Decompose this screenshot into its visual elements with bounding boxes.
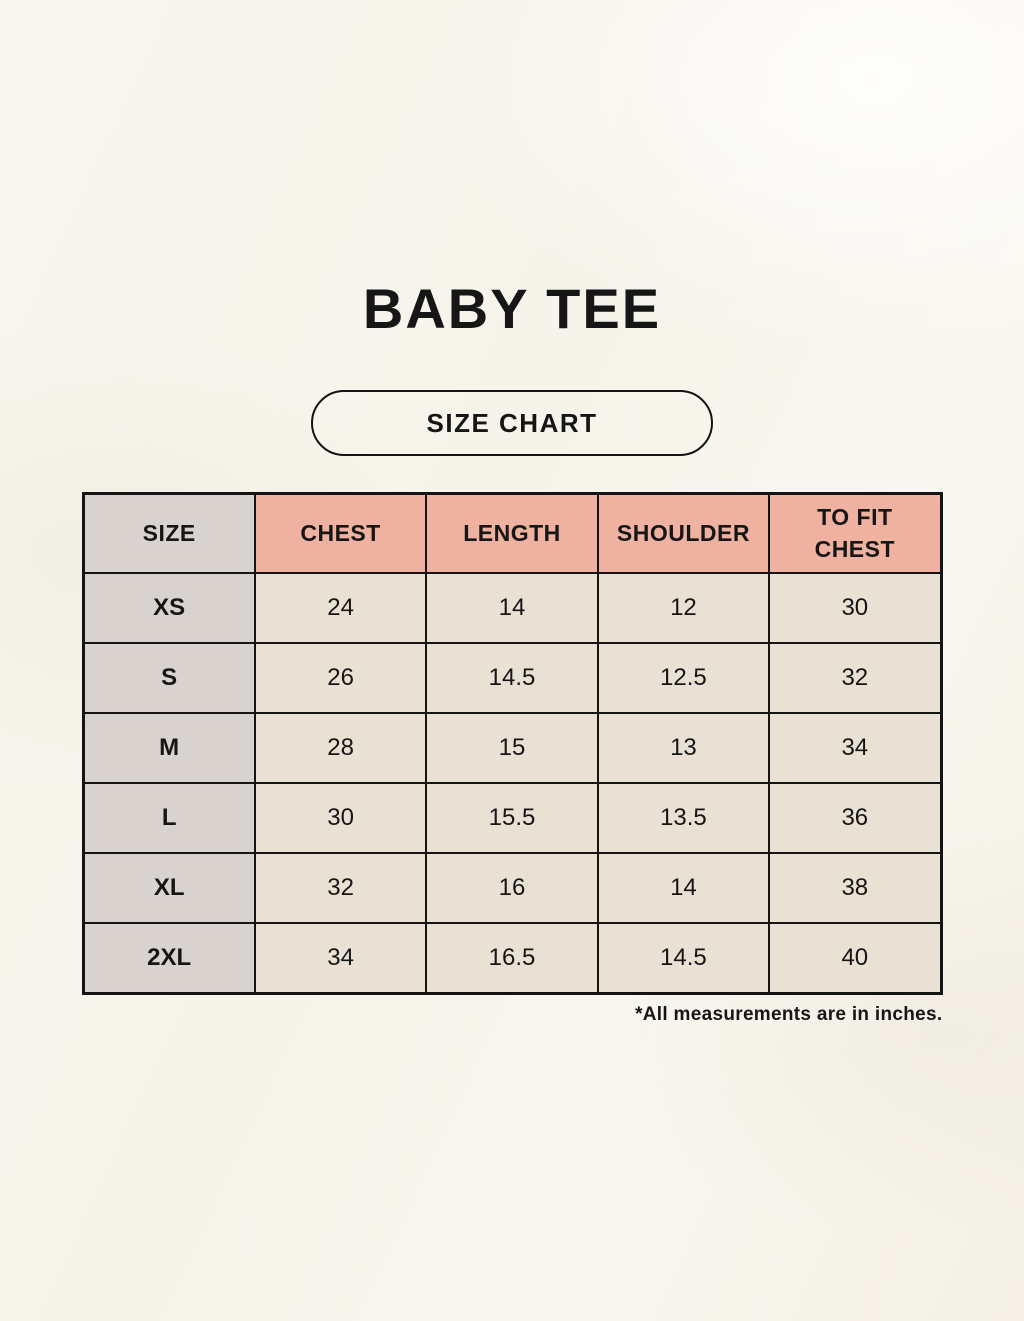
shoulder-cell: 13 [596,712,771,784]
chest-cell: 24 [253,572,428,644]
table-body: XS 24 14 12 30 S 26 14.5 12.5 32 M 28 15… [82,572,942,995]
column-header-shoulder: SHOULDER [596,492,771,574]
chest-cell: 34 [253,922,428,995]
header-row: SIZE CHEST LENGTH SHOULDER TO FIT CHEST [82,492,942,574]
length-cell: 14 [425,572,599,644]
shoulder-cell: 12.5 [596,642,771,714]
size-cell: XS [82,572,256,644]
size-chart-button[interactable]: SIZE CHART [311,390,713,456]
shoulder-cell: 14.5 [596,922,771,995]
to-fit-chest-cell: 34 [768,712,942,784]
size-cell: S [82,642,256,714]
table-header: SIZE CHEST LENGTH SHOULDER TO FIT CHEST [82,492,942,574]
table-row-xl: XL 32 16 14 38 [82,852,942,924]
product-title: BABY TEE [362,277,662,340]
column-header-length: LENGTH [425,492,599,574]
table-row-xs: XS 24 14 12 30 [82,572,942,644]
to-fit-chest-cell: 38 [768,852,942,924]
length-cell: 15.5 [425,782,599,854]
chest-cell: 26 [253,642,428,714]
shoulder-cell: 14 [596,852,771,924]
chest-cell: 32 [253,852,428,924]
length-cell: 15 [425,712,599,784]
column-header-to-fit-chest: TO FIT CHEST [768,492,942,574]
size-cell: M [82,712,256,784]
table-row-2xl: 2XL 34 16.5 14.5 40 [82,922,942,995]
length-cell: 16.5 [425,922,599,995]
size-cell: 2XL [82,922,256,995]
to-fit-chest-cell: 30 [768,572,942,644]
length-cell: 16 [425,852,599,924]
length-cell: 14.5 [425,642,599,714]
chest-cell: 30 [253,782,428,854]
size-cell: XL [82,852,256,924]
to-fit-chest-cell: 40 [768,922,942,995]
table-row-s: S 26 14.5 12.5 32 [82,642,942,714]
to-fit-chest-cell: 36 [768,782,942,854]
column-header-chest: CHEST [253,492,428,574]
table-row-l: L 30 15.5 13.5 36 [82,782,942,854]
to-fit-chest-cell: 32 [768,642,942,714]
column-header-size: SIZE [82,492,256,574]
size-chart-table: SIZE CHEST LENGTH SHOULDER TO FIT CHEST … [81,492,943,995]
shoulder-cell: 13.5 [596,782,771,854]
shoulder-cell: 12 [596,572,771,644]
table-row-m: M 28 15 13 34 [82,712,942,784]
chest-cell: 28 [253,712,428,784]
size-cell: L [82,782,256,854]
measurements-footnote: *All measurements are in inches. [635,1004,943,1025]
